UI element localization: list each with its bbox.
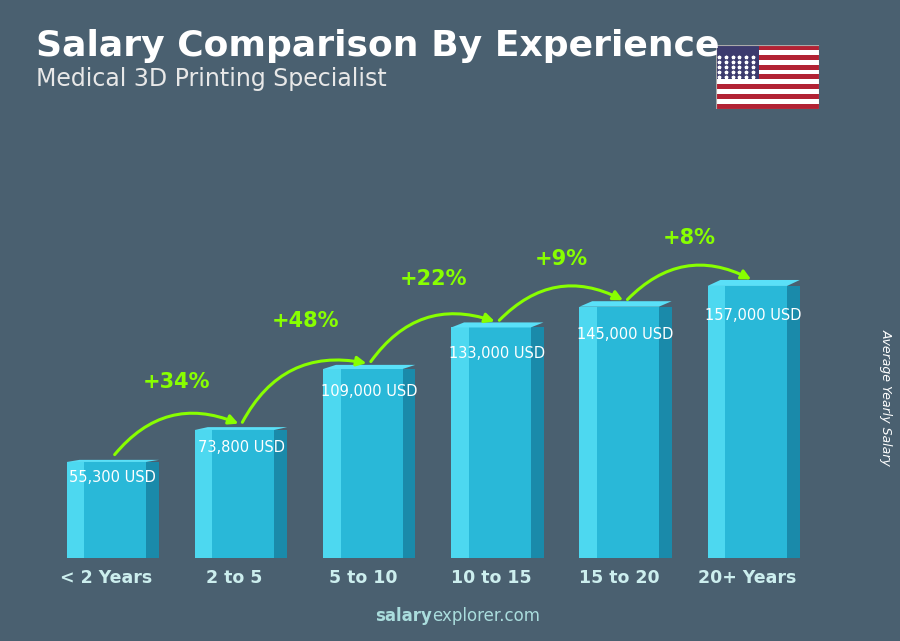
Bar (716, 104, 819, 109)
Text: 73,800 USD: 73,800 USD (198, 440, 284, 455)
Bar (716, 99, 819, 104)
FancyArrowPatch shape (500, 286, 620, 320)
Polygon shape (659, 306, 671, 558)
FancyArrowPatch shape (114, 413, 235, 454)
Text: 157,000 USD: 157,000 USD (706, 308, 802, 322)
Text: +8%: +8% (663, 228, 716, 248)
Text: Salary Comparison By Experience: Salary Comparison By Experience (36, 29, 719, 63)
Bar (716, 69, 819, 74)
Bar (716, 89, 819, 94)
Text: 109,000 USD: 109,000 USD (321, 384, 418, 399)
Bar (707, 286, 725, 558)
Bar (67, 462, 85, 558)
Bar (85, 462, 146, 558)
Bar (716, 54, 819, 60)
Text: 55,300 USD: 55,300 USD (69, 470, 157, 485)
Text: Medical 3D Printing Specialist: Medical 3D Printing Specialist (36, 67, 387, 91)
Polygon shape (787, 286, 800, 558)
Bar (716, 74, 819, 79)
Text: Average Yearly Salary: Average Yearly Salary (880, 329, 893, 466)
Bar (340, 369, 402, 558)
Bar (716, 60, 819, 65)
Bar (597, 306, 659, 558)
Text: 145,000 USD: 145,000 USD (577, 327, 674, 342)
Bar (580, 306, 597, 558)
Bar (716, 85, 819, 89)
FancyArrowPatch shape (627, 265, 748, 299)
Bar (323, 369, 340, 558)
Polygon shape (274, 430, 287, 558)
Polygon shape (531, 328, 544, 558)
Bar (716, 65, 819, 69)
Polygon shape (707, 280, 800, 286)
Bar (716, 45, 819, 50)
Text: +48%: +48% (272, 311, 339, 331)
Polygon shape (402, 369, 416, 558)
Bar (451, 328, 469, 558)
Bar (716, 50, 819, 54)
Bar (195, 430, 212, 558)
Bar (716, 94, 819, 99)
Text: +22%: +22% (400, 269, 467, 289)
Bar (212, 430, 274, 558)
Bar (716, 79, 819, 85)
Polygon shape (323, 365, 416, 369)
FancyArrowPatch shape (242, 357, 363, 422)
Polygon shape (146, 462, 159, 558)
Text: +34%: +34% (143, 372, 211, 392)
Polygon shape (580, 301, 671, 306)
Text: explorer.com: explorer.com (432, 607, 540, 625)
Polygon shape (67, 460, 159, 462)
Text: salary: salary (375, 607, 432, 625)
Bar (469, 328, 531, 558)
Polygon shape (451, 322, 544, 328)
Text: 133,000 USD: 133,000 USD (449, 346, 545, 361)
Bar (725, 286, 787, 558)
Text: +9%: +9% (535, 249, 588, 269)
FancyArrowPatch shape (371, 313, 491, 362)
Polygon shape (195, 427, 287, 430)
Bar (716, 45, 759, 79)
